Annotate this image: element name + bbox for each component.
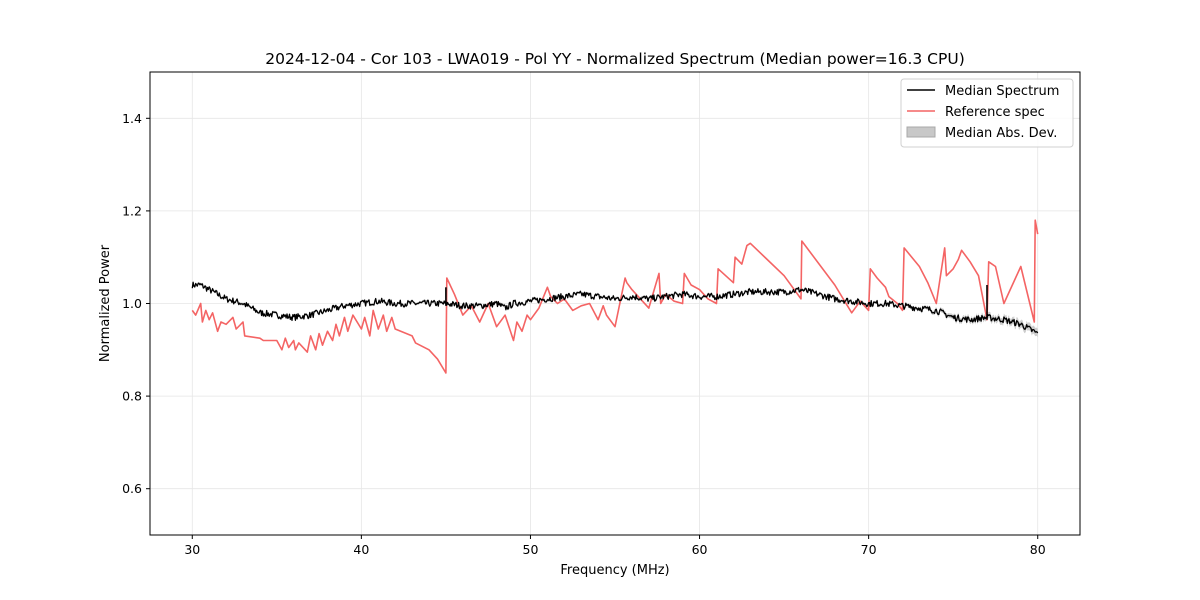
x-tick-label: 40 xyxy=(353,542,369,557)
x-axis-ticks: 30 40 50 60 70 80 xyxy=(184,535,1046,557)
x-tick-label: 80 xyxy=(1030,542,1046,557)
y-axis-ticks: 0.6 0.8 1.0 1.2 1.4 xyxy=(122,111,150,496)
y-tick-label: 1.0 xyxy=(122,296,142,311)
y-tick-label: 1.2 xyxy=(122,203,142,218)
x-tick-label: 60 xyxy=(692,542,708,557)
x-tick-label: 70 xyxy=(861,542,877,557)
legend: Median Spectrum Reference spec Median Ab… xyxy=(900,78,1074,148)
chart-title: 2024-12-04 - Cor 103 - LWA019 - Pol YY -… xyxy=(265,50,965,68)
y-axis-label: Normalized Power xyxy=(98,244,113,362)
median-spectrum-line xyxy=(191,281,1039,334)
y-tick-label: 1.4 xyxy=(122,111,142,126)
median-spectrum-layer xyxy=(191,281,1039,334)
x-tick-label: 50 xyxy=(523,542,539,557)
legend-box xyxy=(900,78,1074,148)
legend-mad-swatch xyxy=(906,126,936,138)
legend-reference-label: Reference spec xyxy=(945,105,1045,120)
x-tick-label: 30 xyxy=(184,542,200,557)
x-axis-label: Frequency (MHz) xyxy=(560,563,669,578)
reference-spec-layer xyxy=(191,219,1039,374)
y-tick-label: 0.8 xyxy=(122,389,142,404)
legend-median-label: Median Spectrum xyxy=(945,84,1059,99)
y-tick-label: 0.6 xyxy=(122,481,142,496)
legend-mad-label: Median Abs. Dev. xyxy=(945,126,1057,141)
reference-spec-line xyxy=(191,219,1039,374)
